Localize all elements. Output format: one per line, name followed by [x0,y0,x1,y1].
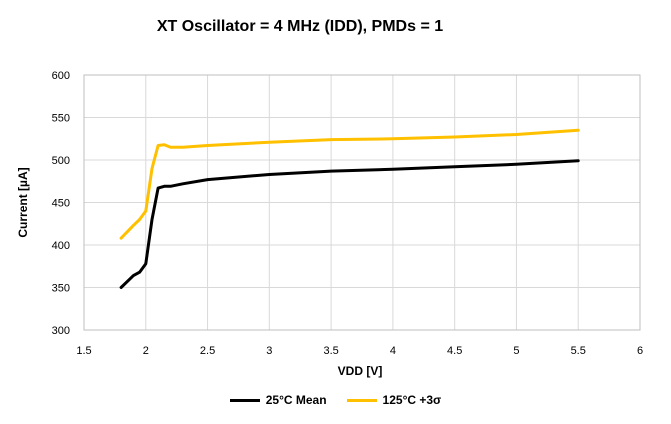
x-tick-label: 2.5 [200,345,215,357]
x-tick-label: 4 [390,345,396,357]
y-tick-label: 350 [52,283,70,295]
x-tick-label: 6 [637,345,643,357]
plot-frame [83,74,641,331]
legend-swatch [229,398,260,402]
x-axis-label: VDD [V] [338,364,383,378]
chart-title: XT Oscillator = 4 MHz (IDD), PMDs = 1 [156,18,444,35]
x-tick-label: 2 [143,345,149,357]
legend-swatch [346,398,377,402]
y-tick-label: 500 [52,155,70,167]
legend-item: 125°C +3σ [346,393,442,407]
y-tick-label: 450 [52,198,70,210]
x-tick-label: 4.5 [447,345,462,357]
legend-label: 25°C Mean [265,393,327,407]
x-tick-label: 1.5 [76,345,91,357]
y-axis-label: Current [µA] [16,167,30,237]
y-tick-label: 300 [52,325,70,337]
x-tick-label: 5.5 [571,345,586,357]
x-tick-label: 3.5 [323,345,338,357]
y-tick-label: 400 [52,240,70,252]
x-tick-label: 3 [266,345,272,357]
legend-label: 125°C +3σ [382,393,442,407]
legend: 25°C Mean 125°C +3σ [0,393,671,407]
series-line-1 [119,159,580,289]
series-line-2 [119,128,580,240]
y-tick-label: 550 [52,113,70,125]
y-tick-label: 600 [52,70,70,82]
legend-item: 25°C Mean [229,393,327,407]
x-tick-label: 5 [513,345,519,357]
